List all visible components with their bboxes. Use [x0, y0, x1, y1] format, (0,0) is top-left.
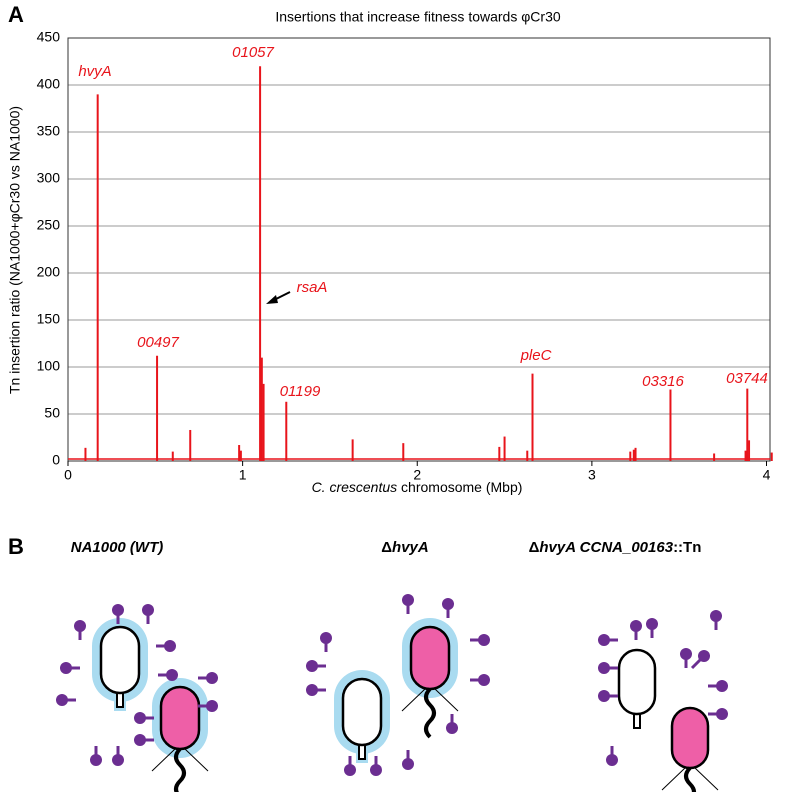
y-tick-label: 350 — [37, 123, 61, 139]
x-tick-label: 2 — [413, 467, 421, 483]
phage-head — [598, 662, 610, 674]
y-tick-label: 50 — [44, 405, 60, 421]
title-part: Δ — [529, 539, 540, 556]
x-tick-label: 3 — [588, 467, 596, 483]
phage-head — [680, 648, 692, 660]
chart-title: Insertions that increase fitness towards… — [275, 9, 561, 25]
cell-body — [409, 625, 451, 691]
flagellum — [424, 687, 436, 739]
annotation: 01199 — [280, 383, 321, 400]
phage-head — [74, 620, 86, 632]
x-axis-label: C. crescentus chromosome (Mbp) — [312, 479, 523, 495]
y-tick-label: 0 — [52, 452, 60, 468]
phage-head — [716, 708, 728, 720]
annotation: 03744 — [726, 370, 768, 387]
annotation: rsaA — [297, 279, 328, 296]
pili — [661, 767, 686, 791]
panel-label: B — [8, 534, 24, 559]
phage-head — [710, 610, 722, 622]
y-axis-label: Tn insertion ratio (NA1000+φCr30 vs NA10… — [7, 106, 23, 394]
phage-head — [142, 604, 154, 616]
panel-b-title: NA1000 (WT) — [71, 539, 164, 556]
phage-head — [446, 722, 458, 734]
title-part: Δ — [381, 539, 392, 556]
phage-head — [606, 754, 618, 766]
title-part: hvyA CCNA_00163 — [539, 539, 673, 556]
cell-body — [159, 685, 201, 751]
phage-head — [166, 669, 178, 681]
flagellum — [174, 747, 186, 792]
plot-frame — [67, 37, 771, 462]
phage-head — [442, 598, 454, 610]
cell-body — [341, 677, 383, 747]
phage-head — [402, 758, 414, 770]
phage-head — [112, 754, 124, 766]
x-tick-label: 4 — [763, 467, 771, 483]
phage-head — [630, 620, 642, 632]
cell-body — [617, 648, 657, 716]
y-tick-label: 150 — [37, 311, 61, 327]
x-label-rest: chromosome (Mbp) — [401, 479, 522, 495]
annotation: 03316 — [642, 373, 684, 390]
phage-head — [344, 764, 356, 776]
x-tick-label: 1 — [239, 467, 247, 483]
cell-diagrams — [56, 594, 728, 792]
phage-head — [646, 618, 658, 630]
phage-head — [716, 680, 728, 692]
panel-b-title: ΔhvyA — [381, 539, 428, 556]
phage-head — [402, 594, 414, 606]
annotation: pleC — [520, 347, 552, 364]
panel-label: A — [8, 2, 24, 27]
stalk — [358, 744, 366, 760]
pili — [434, 688, 459, 712]
title-part: ::Tn — [673, 539, 701, 556]
annotation: 00497 — [137, 334, 179, 351]
y-tick-label: 300 — [37, 170, 61, 186]
phage-head — [306, 660, 318, 672]
y-tick-label: 450 — [37, 29, 61, 45]
phage-head — [134, 734, 146, 746]
phage-head — [478, 674, 490, 686]
phage-head — [598, 690, 610, 702]
cell-body — [670, 706, 710, 770]
x-tick-label: 0 — [64, 467, 72, 483]
phage-head — [478, 634, 490, 646]
title-part: NA1000 (WT) — [71, 539, 164, 556]
annotation: 01057 — [232, 44, 274, 61]
y-tick-label: 250 — [37, 217, 61, 233]
phage-head — [598, 634, 610, 646]
phage-head — [306, 684, 318, 696]
y-tick-label: 400 — [37, 76, 61, 92]
cell-body — [99, 625, 141, 695]
panel-b-titles: NA1000 (WT) ΔhvyA ΔhvyA CCNA_00163::Tn — [71, 539, 702, 556]
pili — [401, 688, 426, 712]
panel-b-title: ΔhvyA CCNA_00163::Tn — [529, 539, 702, 556]
stalk — [633, 713, 641, 729]
phage-head — [112, 604, 124, 616]
pili — [694, 767, 719, 791]
phage-head — [698, 650, 710, 662]
x-label-species: C. crescentus — [312, 479, 398, 495]
phage-head — [134, 712, 146, 724]
phage-head — [56, 694, 68, 706]
y-tick-label: 200 — [37, 264, 61, 280]
phage-head — [206, 672, 218, 684]
phage-head — [164, 640, 176, 652]
pili — [151, 748, 176, 772]
phage-head — [90, 754, 102, 766]
phage-head — [320, 632, 332, 644]
title-part: hvyA — [392, 539, 429, 556]
pili — [184, 748, 209, 772]
phage-head — [60, 662, 72, 674]
annotation: hvyA — [78, 63, 111, 80]
stalk — [116, 692, 124, 708]
phage-head — [370, 764, 382, 776]
phage-head — [206, 700, 218, 712]
flagellum — [684, 766, 696, 792]
arrow-head — [266, 295, 278, 304]
y-tick-label: 100 — [37, 358, 61, 374]
